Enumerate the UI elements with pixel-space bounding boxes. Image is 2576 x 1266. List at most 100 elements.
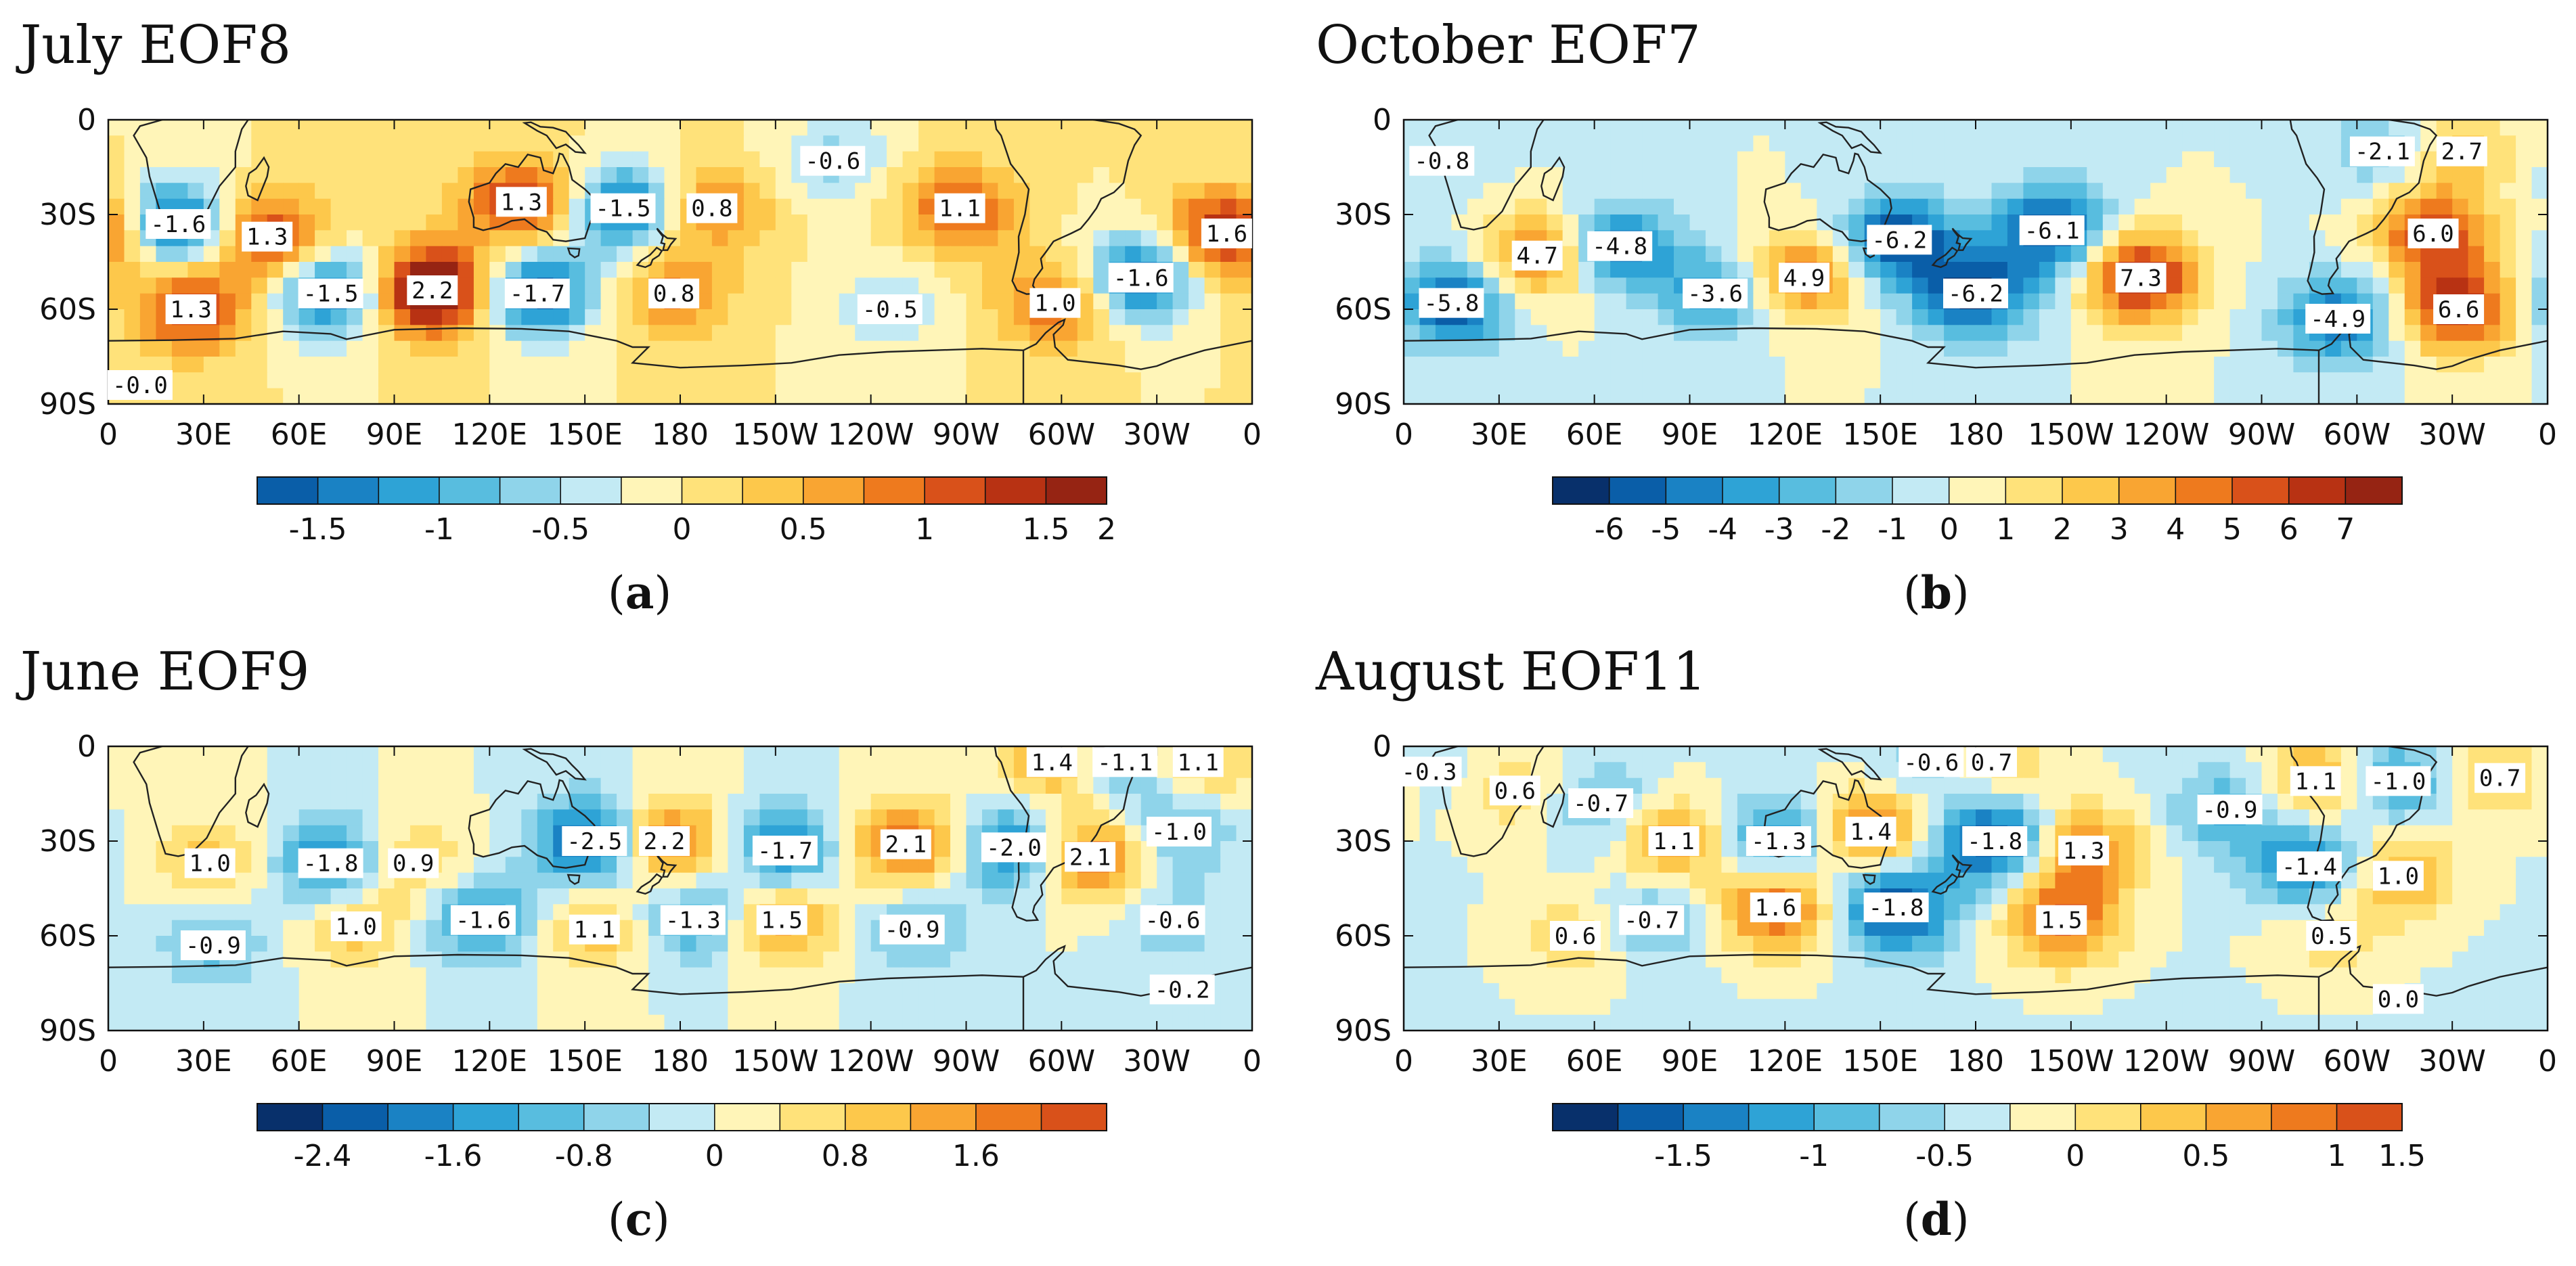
field-cell xyxy=(728,999,745,1016)
field-cell xyxy=(2023,183,2040,200)
field-cell xyxy=(330,262,347,278)
field-cell xyxy=(1435,857,1452,874)
field-cell xyxy=(1547,762,1563,779)
value-label-box xyxy=(1029,288,1081,318)
field-cell xyxy=(775,277,792,294)
x-tick-label: 60E xyxy=(1566,417,1623,452)
colorbar-swatch xyxy=(499,477,561,504)
field-cell xyxy=(1125,230,1142,247)
field-cell xyxy=(1594,262,1611,278)
field-cell xyxy=(315,904,332,921)
field-cell xyxy=(1419,857,1436,874)
field-cell xyxy=(2246,746,2263,763)
field-cell xyxy=(283,872,300,889)
field-cell xyxy=(1848,183,1865,200)
colorbar-swatch xyxy=(2232,477,2290,504)
field-cell xyxy=(2325,388,2342,404)
field-cell xyxy=(267,857,284,874)
field-cell xyxy=(426,809,443,826)
field-cell xyxy=(2531,841,2548,857)
field-cell xyxy=(1109,214,1126,231)
field-cell xyxy=(1562,746,1579,763)
field-cell xyxy=(743,794,760,810)
field-cell xyxy=(378,262,395,278)
field-cell xyxy=(823,120,840,136)
field-cell xyxy=(759,1014,776,1031)
field-cell xyxy=(807,230,824,247)
field-cell xyxy=(1896,372,1913,389)
field-cell xyxy=(1077,967,1094,984)
field-cell xyxy=(1236,246,1252,263)
field-cell xyxy=(2007,388,2024,404)
field-cell xyxy=(1753,135,1770,152)
field-cell xyxy=(347,1014,363,1031)
field-cell xyxy=(1157,120,1174,136)
coastline xyxy=(2289,120,2438,295)
field-cell xyxy=(473,1014,490,1031)
field-cell xyxy=(1236,262,1252,278)
value-label: -1.6 xyxy=(450,905,516,935)
field-cell xyxy=(1515,746,1532,763)
field-cell xyxy=(1737,198,1754,215)
field-cell xyxy=(489,214,506,231)
field-cell xyxy=(521,388,538,404)
field-cell xyxy=(1125,183,1142,200)
field-cell xyxy=(918,857,935,874)
field-cell xyxy=(156,183,173,200)
field-cell xyxy=(1157,183,1174,200)
field-cell xyxy=(2261,825,2278,842)
field-cell xyxy=(870,120,887,136)
field-cell xyxy=(1658,183,1674,200)
field-cell xyxy=(1658,777,1674,794)
field-cell xyxy=(251,325,268,342)
field-cell xyxy=(1991,388,2008,404)
field-cell xyxy=(569,388,585,404)
field-cell xyxy=(648,888,665,905)
field-cell xyxy=(251,872,268,889)
field-cell xyxy=(362,841,379,857)
field-cell xyxy=(1928,309,1945,325)
field-cell xyxy=(966,1014,983,1031)
value-label: -1.1 xyxy=(1092,747,1158,777)
field-cell xyxy=(1547,794,1563,810)
field-cell xyxy=(187,167,204,183)
field-cell xyxy=(1721,325,1738,342)
field-cell xyxy=(251,794,268,810)
field-cell xyxy=(950,983,967,999)
field-cell xyxy=(362,120,379,136)
field-cell xyxy=(521,325,538,342)
field-cell xyxy=(1944,809,1961,826)
field-cell xyxy=(569,999,585,1016)
field-cell xyxy=(966,809,983,826)
field-cell xyxy=(505,325,522,342)
field-cell xyxy=(394,983,411,999)
field-cell xyxy=(1172,135,1189,152)
field-cell xyxy=(2229,293,2246,310)
field-cell xyxy=(1991,183,2008,200)
field-cell xyxy=(1140,888,1157,905)
field-cell xyxy=(807,325,824,342)
field-cell xyxy=(2023,746,2040,763)
field-cell xyxy=(108,151,125,168)
field-cell xyxy=(347,183,363,200)
field-cell xyxy=(1832,809,1849,826)
field-cell xyxy=(505,777,522,794)
field-cell xyxy=(1172,1014,1189,1031)
field-cell xyxy=(2516,357,2533,373)
field-cell xyxy=(569,167,585,183)
field-cell xyxy=(1721,135,1738,152)
field-cell xyxy=(378,325,395,342)
field-cell xyxy=(1832,794,1849,810)
field-cell xyxy=(839,777,856,794)
value-label: -3.6 xyxy=(1683,278,1748,309)
field-cell xyxy=(251,293,268,310)
field-cell xyxy=(2309,388,2326,404)
field-cell xyxy=(1689,198,1706,215)
x-tick-label: 150W xyxy=(732,417,819,452)
field-cell xyxy=(2340,183,2357,200)
field-cell xyxy=(711,230,728,247)
field-cell xyxy=(1220,135,1237,152)
field-cell xyxy=(505,841,522,857)
y-tick-label: 90S xyxy=(1335,387,1392,422)
field-cell xyxy=(1467,262,1484,278)
